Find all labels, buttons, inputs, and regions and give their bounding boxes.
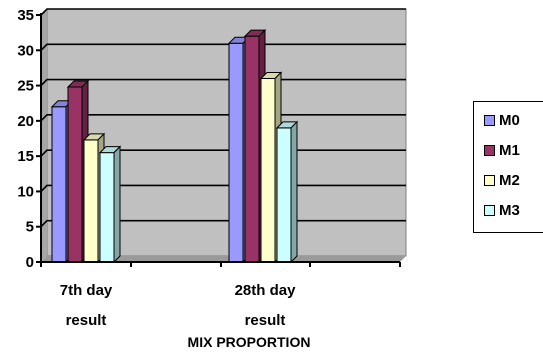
legend-label: M1 (499, 142, 520, 159)
y-tick-label: 35 (17, 7, 34, 24)
gridline (40, 114, 406, 122)
bar (275, 120, 299, 264)
legend-item: M2 (484, 172, 520, 189)
y-tick-label: 5 (26, 219, 34, 236)
plot-floor (41, 256, 406, 262)
legend-item: M0 (484, 112, 520, 129)
y-tick-label: 15 (17, 148, 34, 165)
legend-swatch (484, 175, 495, 186)
bar-front (260, 78, 276, 263)
gridline (40, 43, 406, 51)
bar-front (276, 127, 292, 263)
axes (36, 13, 401, 267)
bars (50, 28, 299, 264)
x-category-label: 28th day (235, 282, 297, 299)
x-category-label: result (245, 312, 286, 329)
gridline (40, 8, 406, 16)
x-axis-label: MIX PROPORTION (188, 334, 311, 350)
y-tick-label: 25 (17, 78, 34, 95)
y-tick-label: 30 (17, 42, 34, 59)
bar-front (51, 106, 67, 263)
legend-swatch (484, 205, 495, 216)
legend-label: M0 (499, 112, 520, 129)
legend-item: M3 (484, 202, 520, 219)
x-category-label: result (66, 312, 107, 329)
bar-front (67, 86, 83, 263)
legend-label: M2 (499, 172, 520, 189)
y-tick-label: 10 (17, 183, 34, 200)
legend-swatch (484, 145, 495, 156)
legend-label: M3 (499, 202, 520, 219)
x-category-labels: 7th day result 28th day result (60, 282, 296, 329)
y-tick-label: 0 (26, 254, 34, 271)
legend-item: M1 (484, 142, 520, 159)
bar-front (244, 35, 260, 263)
y-tick-label: 20 (17, 113, 34, 130)
y-tick-labels: 0 5 10 15 20 25 30 35 (17, 7, 34, 271)
bar-side (290, 120, 298, 264)
gridline (40, 78, 406, 87)
legend-swatch (484, 115, 495, 126)
bar-front (83, 139, 99, 263)
bar-front (99, 152, 115, 263)
bar-side (113, 145, 121, 264)
bar (98, 145, 122, 264)
x-category-label: 7th day (60, 282, 113, 299)
bar-front (228, 42, 244, 263)
plot-depth-wall (41, 9, 47, 262)
legend: M0 M1 M2 M3 (473, 101, 543, 233)
